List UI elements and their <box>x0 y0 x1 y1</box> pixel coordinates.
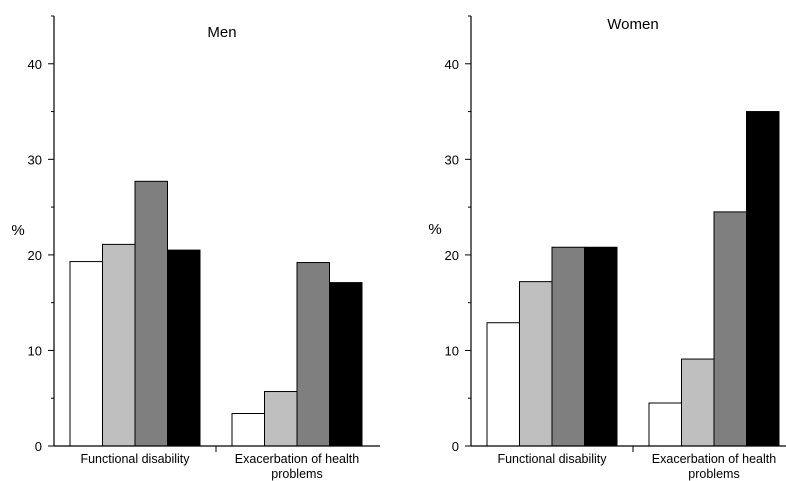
bar <box>648 402 682 447</box>
bar <box>296 262 330 447</box>
y-tick-label: 20 <box>445 248 459 263</box>
y-tick-label: 40 <box>445 57 459 72</box>
bar <box>231 413 265 447</box>
bar <box>69 261 103 447</box>
y-tick-label: 10 <box>445 343 459 358</box>
bar <box>264 391 298 447</box>
bar <box>102 243 136 447</box>
y-tick-label: 10 <box>28 343 42 358</box>
panel-men: Men% 0 10 20 30 40 Functional disability Exacer… <box>11 15 380 481</box>
bar <box>746 111 780 447</box>
y-tick-label: 40 <box>28 57 42 72</box>
y-tick-label: 30 <box>28 152 42 167</box>
y-tick-label: 0 <box>452 439 459 454</box>
bar <box>584 246 618 447</box>
bar <box>329 282 363 447</box>
panel-women: Women% 0 10 20 30 40 Functional disability Exac… <box>428 15 786 481</box>
y-tick-label: 0 <box>35 439 42 454</box>
bar <box>519 281 553 447</box>
y-axis-label: % <box>11 222 24 239</box>
category-label: Exacerbation of health <box>652 452 776 466</box>
category-label: problems <box>271 467 322 481</box>
chart-title: Men <box>207 24 236 41</box>
bar <box>681 358 715 447</box>
chart-title: Women <box>607 16 658 33</box>
bar <box>713 211 747 447</box>
y-tick-label: 30 <box>445 152 459 167</box>
category-label: Functional disability <box>80 452 190 466</box>
y-axis-label: % <box>428 221 441 238</box>
category-label: problems <box>688 467 739 481</box>
bar <box>551 246 585 447</box>
y-tick-label: 20 <box>28 248 42 263</box>
bar <box>167 249 201 447</box>
category-label: Exacerbation of health <box>235 452 359 466</box>
bar <box>486 322 520 447</box>
category-label: Functional disability <box>497 452 607 466</box>
bar <box>134 180 168 447</box>
